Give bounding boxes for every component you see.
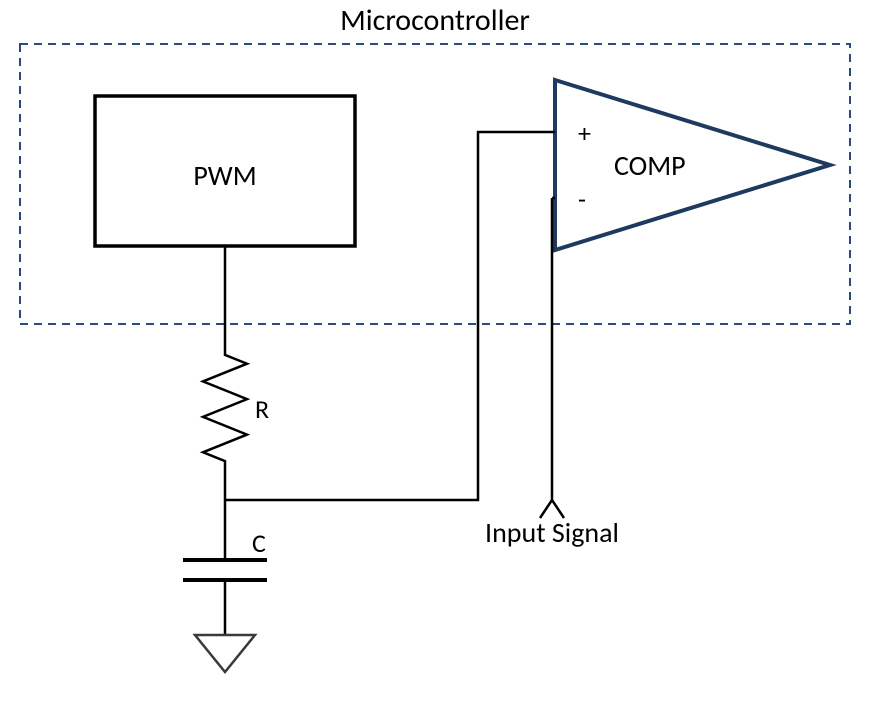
input-signal-label: Input Signal (485, 515, 619, 550)
comparator-minus-label: - (578, 183, 586, 215)
resistor-label: R (255, 393, 269, 425)
microcontroller-title: Microcontroller (340, 2, 530, 39)
comparator-plus-label: + (578, 117, 591, 149)
comparator-label: COMP (614, 148, 686, 183)
capacitor-label: C (252, 527, 266, 559)
pwm-label: PWM (193, 158, 256, 193)
